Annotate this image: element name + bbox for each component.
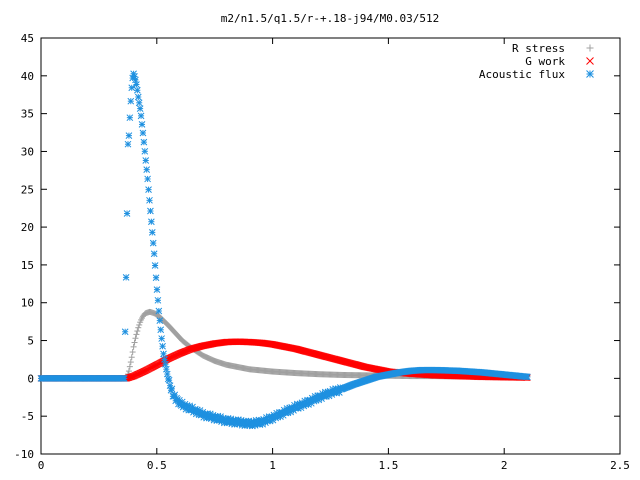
data-point xyxy=(135,99,143,107)
plot-frame xyxy=(40,37,621,455)
data-point xyxy=(147,207,154,215)
data-point xyxy=(158,335,166,342)
data-point xyxy=(121,328,129,336)
legend-marker xyxy=(586,70,594,78)
x-tick-label: 1.5 xyxy=(378,459,398,472)
data-point xyxy=(150,250,158,258)
y-tick-label: 25 xyxy=(21,183,34,196)
x-tick-label: 2.5 xyxy=(610,459,630,472)
x-tick-label: 0 xyxy=(38,459,45,472)
data-point xyxy=(155,307,163,315)
data-point xyxy=(142,157,150,164)
data-point xyxy=(162,360,169,368)
y-tick-label: 40 xyxy=(21,70,34,83)
data-point xyxy=(133,331,140,338)
data-point xyxy=(149,239,157,247)
data-point xyxy=(126,114,134,122)
data-point xyxy=(125,132,133,139)
y-tick-label: -10 xyxy=(14,448,34,461)
x-tick-label: 2 xyxy=(501,459,508,472)
data-point xyxy=(145,186,152,193)
y-tick-label: 30 xyxy=(21,145,34,158)
data-point xyxy=(134,328,141,335)
data-point xyxy=(143,166,151,173)
data-point xyxy=(159,342,166,350)
data-point xyxy=(146,196,153,204)
y-tick-label: 0 xyxy=(27,372,34,385)
y-tick-label: 5 xyxy=(27,335,34,348)
data-point xyxy=(156,317,164,324)
y-tick-label: 45 xyxy=(21,32,34,45)
series-acoustic-flux xyxy=(37,70,531,430)
data-point xyxy=(120,375,128,382)
legend-marker xyxy=(586,44,594,52)
data-point xyxy=(125,368,132,375)
data-point xyxy=(148,218,155,226)
y-tick-label: 20 xyxy=(21,221,34,234)
y-tick-label: 35 xyxy=(21,108,34,121)
legend-label: R stress xyxy=(512,42,565,55)
data-point xyxy=(127,359,134,366)
data-point xyxy=(140,138,148,146)
y-tick-label: -5 xyxy=(21,410,34,423)
data-point xyxy=(128,354,135,361)
legend-label: G work xyxy=(525,55,565,68)
data-point xyxy=(154,296,162,304)
data-point xyxy=(141,147,149,155)
axes: 0 0.5 1 1.5 2 2.5 -10 -5 0 5 10 15 20 25 30 35 40 45 xyxy=(14,32,630,472)
data-point xyxy=(133,86,141,94)
data-point xyxy=(153,286,161,293)
data-point xyxy=(124,140,132,148)
x-tick-label: 0.5 xyxy=(147,459,167,472)
data-point xyxy=(148,229,156,236)
data-point xyxy=(137,112,145,120)
y-tick-label: 10 xyxy=(21,297,34,310)
data-point xyxy=(130,343,137,350)
data-point xyxy=(524,373,531,381)
legend-label: Acoustic flux xyxy=(479,68,565,81)
plot-area xyxy=(37,70,531,430)
data-point xyxy=(129,349,136,356)
data-point xyxy=(127,97,135,105)
data-point xyxy=(136,105,144,112)
data-point xyxy=(122,274,130,281)
data-point xyxy=(157,326,165,334)
data-point xyxy=(133,81,140,88)
data-point xyxy=(151,262,159,269)
data-point xyxy=(139,129,147,137)
data-point xyxy=(135,324,142,331)
data-point xyxy=(126,363,133,370)
chart-title: m2/n1.5/q1.5/r-+.18-j94/M0.03/512 xyxy=(221,12,440,25)
y-tick-label: 15 xyxy=(21,259,34,272)
data-point xyxy=(165,376,173,384)
data-point xyxy=(134,93,142,101)
legend-marker xyxy=(586,57,594,65)
data-point xyxy=(131,339,138,346)
data-point xyxy=(132,335,139,342)
data-point xyxy=(168,385,176,393)
data-point xyxy=(138,121,146,128)
data-point xyxy=(136,321,143,328)
data-point xyxy=(152,274,160,282)
data-point xyxy=(123,210,131,217)
data-point xyxy=(144,175,151,183)
data-point xyxy=(160,350,167,358)
x-tick-label: 1 xyxy=(269,459,276,472)
